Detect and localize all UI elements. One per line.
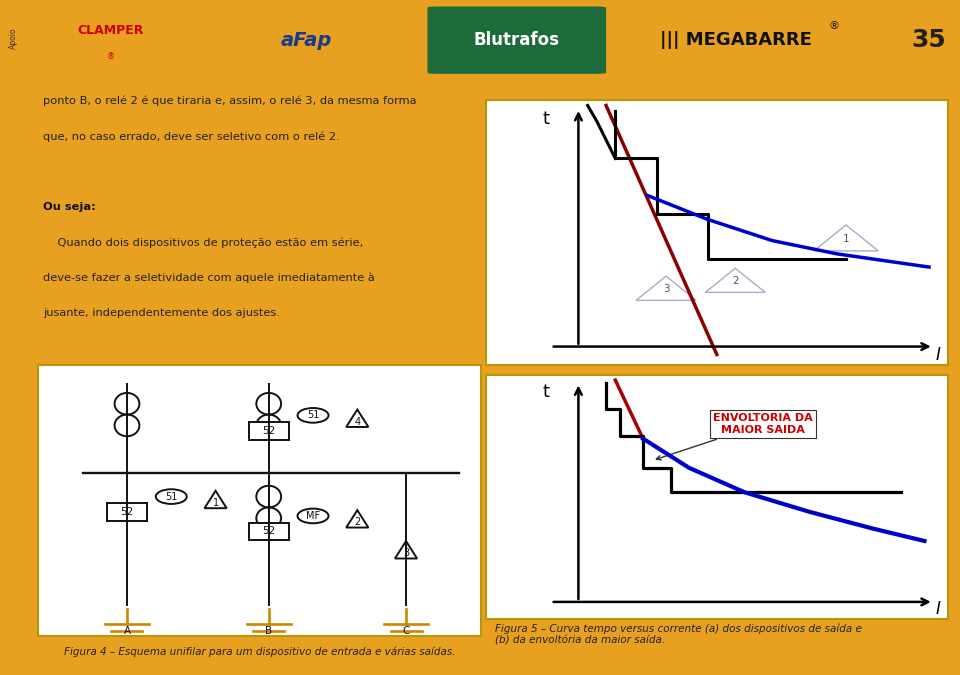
Text: MF: MF bbox=[306, 511, 320, 521]
Text: 4: 4 bbox=[354, 416, 360, 427]
Polygon shape bbox=[347, 510, 369, 528]
Text: 2: 2 bbox=[354, 517, 360, 527]
FancyBboxPatch shape bbox=[108, 504, 147, 521]
Text: jusante, independentemente dos ajustes.: jusante, independentemente dos ajustes. bbox=[43, 308, 279, 318]
Text: 3: 3 bbox=[403, 548, 409, 558]
Text: O dispositivo de entrada deve fazer seletividade com a: O dispositivo de entrada deve fazer sele… bbox=[43, 449, 372, 459]
Polygon shape bbox=[204, 491, 227, 508]
Text: t: t bbox=[542, 383, 550, 402]
Text: CLAMPER: CLAMPER bbox=[78, 24, 144, 37]
FancyBboxPatch shape bbox=[428, 7, 606, 73]
Text: 2: 2 bbox=[732, 276, 738, 286]
Polygon shape bbox=[395, 541, 417, 558]
Text: envoltória composta pelas curvas de cada saída. As Figuras 4 e: envoltória composta pelas curvas de cada… bbox=[43, 485, 404, 495]
Text: 51: 51 bbox=[165, 491, 178, 502]
Text: 52: 52 bbox=[120, 507, 133, 517]
Text: Dispositivo geral versus dispositivos paralelos à jusante: Dispositivo geral versus dispositivos pa… bbox=[43, 379, 372, 391]
Text: C: C bbox=[402, 626, 410, 636]
FancyBboxPatch shape bbox=[249, 422, 289, 439]
Text: B: B bbox=[265, 626, 273, 636]
Text: I: I bbox=[936, 600, 941, 618]
Text: Figura 4 – Esquema unifilar para um dispositivo de entrada e várias saídas.: Figura 4 – Esquema unifilar para um disp… bbox=[64, 647, 456, 657]
Text: Ou seja:: Ou seja: bbox=[43, 202, 95, 212]
Text: aFap: aFap bbox=[281, 30, 332, 50]
Text: 52: 52 bbox=[262, 526, 276, 537]
Ellipse shape bbox=[298, 508, 328, 523]
Text: t: t bbox=[542, 110, 550, 128]
Ellipse shape bbox=[298, 408, 328, 423]
FancyBboxPatch shape bbox=[486, 375, 948, 619]
Text: ENVOLTORIA DA
MAIOR SAIDA: ENVOLTORIA DA MAIOR SAIDA bbox=[657, 413, 813, 460]
Polygon shape bbox=[636, 276, 696, 300]
Text: Figura 5 – Curva tempo versus corrente (a) dos dispositivos de saída e
(b) da en: Figura 5 – Curva tempo versus corrente (… bbox=[495, 624, 862, 645]
Text: ®: ® bbox=[107, 52, 115, 61]
Text: A: A bbox=[124, 626, 131, 636]
Text: 1: 1 bbox=[212, 498, 219, 508]
FancyBboxPatch shape bbox=[249, 522, 289, 540]
Text: I: I bbox=[936, 346, 941, 364]
Polygon shape bbox=[706, 268, 765, 292]
Text: Apoio: Apoio bbox=[9, 27, 18, 49]
Text: 5 ilustram a situação.: 5 ilustram a situação. bbox=[43, 520, 166, 530]
Text: 3: 3 bbox=[662, 284, 669, 294]
Ellipse shape bbox=[156, 489, 187, 504]
Polygon shape bbox=[347, 410, 369, 427]
Text: 52: 52 bbox=[262, 426, 276, 436]
Text: 35: 35 bbox=[911, 28, 946, 52]
Text: que, no caso errado, deve ser seletivo com o relé 2.: que, no caso errado, deve ser seletivo c… bbox=[43, 131, 339, 142]
Text: ponto B, o relé 2 é que tiraria e, assim, o relé 3, da mesma forma: ponto B, o relé 2 é que tiraria e, assim… bbox=[43, 96, 417, 106]
Text: ®: ® bbox=[828, 21, 840, 30]
FancyBboxPatch shape bbox=[486, 100, 948, 365]
Text: deve-se fazer a seletividade com aquele imediatamente à: deve-se fazer a seletividade com aquele … bbox=[43, 273, 374, 283]
Text: 1: 1 bbox=[843, 234, 850, 244]
Polygon shape bbox=[814, 225, 878, 251]
Text: Blutrafos: Blutrafos bbox=[474, 31, 560, 49]
Text: Quando dois dispositivos de proteção estão em série,: Quando dois dispositivos de proteção est… bbox=[43, 237, 363, 248]
Text: 51: 51 bbox=[307, 410, 320, 421]
Text: ||| MEGABARRE: ||| MEGABARRE bbox=[660, 31, 812, 49]
Text: Regra:: Regra: bbox=[43, 414, 85, 424]
